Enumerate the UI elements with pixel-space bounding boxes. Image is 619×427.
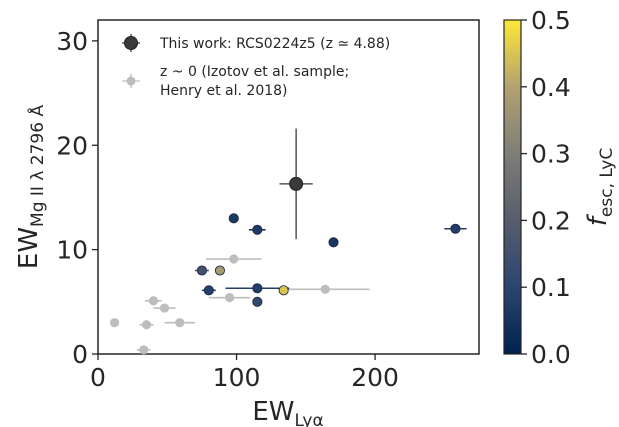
colorbar-tick-label: 0.3 (531, 140, 571, 169)
colorbar-tick-label: 0.2 (531, 206, 571, 235)
x-axis: 0 100 200 (90, 354, 399, 392)
legend-label-izotov: z ~ 0 (Izotov et al. sample; Henry et al.… (160, 64, 349, 99)
data-point (141, 320, 152, 330)
y-tick-label: 20 (56, 131, 88, 160)
data-point (196, 265, 207, 276)
colorbar-label: fesc, LyC (583, 148, 617, 226)
data-point (225, 293, 235, 303)
colorbar-axis: 0.0 0.1 0.2 0.3 0.4 0.5 (521, 6, 571, 369)
y-tick-label: 10 (56, 236, 88, 265)
legend-label-this-work: This work: RCS0224z5 (z ≃ 4.88) (159, 36, 390, 52)
colorbar-tick-label: 0.0 (531, 340, 571, 369)
data-point (148, 296, 159, 306)
x-axis-label: EWLyα (252, 397, 323, 427)
y-tick-label: 0 (72, 340, 88, 369)
data-point (229, 254, 239, 264)
legend-marker-this-work (122, 34, 140, 52)
y-axis-label: EWMg II λ 2796 Å (14, 105, 48, 270)
this-work-point (289, 176, 304, 191)
data-point (328, 237, 339, 248)
colorbar-tick-label: 0.1 (531, 273, 571, 302)
data-point (214, 265, 225, 276)
data-point (450, 223, 461, 234)
data-point (252, 283, 263, 294)
x-tick-label: 100 (213, 363, 261, 392)
data-point (252, 296, 263, 307)
data-point (159, 303, 170, 313)
plot-frame (97, 19, 480, 355)
data-points (110, 128, 467, 355)
colorbar-tick-label: 0.4 (531, 73, 571, 102)
data-point (228, 213, 239, 224)
x-tick-label: 200 (351, 363, 399, 392)
data-point (320, 284, 330, 294)
y-tick-label: 30 (56, 27, 88, 56)
data-point (252, 224, 263, 235)
colorbar-tick-label: 0.5 (531, 6, 571, 35)
data-point (278, 285, 289, 296)
data-point (110, 318, 120, 328)
data-point (139, 345, 149, 355)
data-point (175, 318, 185, 328)
y-axis: 0 10 20 30 (56, 27, 98, 369)
legend: This work: RCS0224z5 (z ≃ 4.88) z ~ 0 (I… (122, 34, 390, 99)
x-tick-label: 0 (90, 363, 106, 392)
colorbar (503, 19, 522, 355)
legend-marker-izotov (122, 74, 140, 88)
data-point (203, 285, 214, 296)
